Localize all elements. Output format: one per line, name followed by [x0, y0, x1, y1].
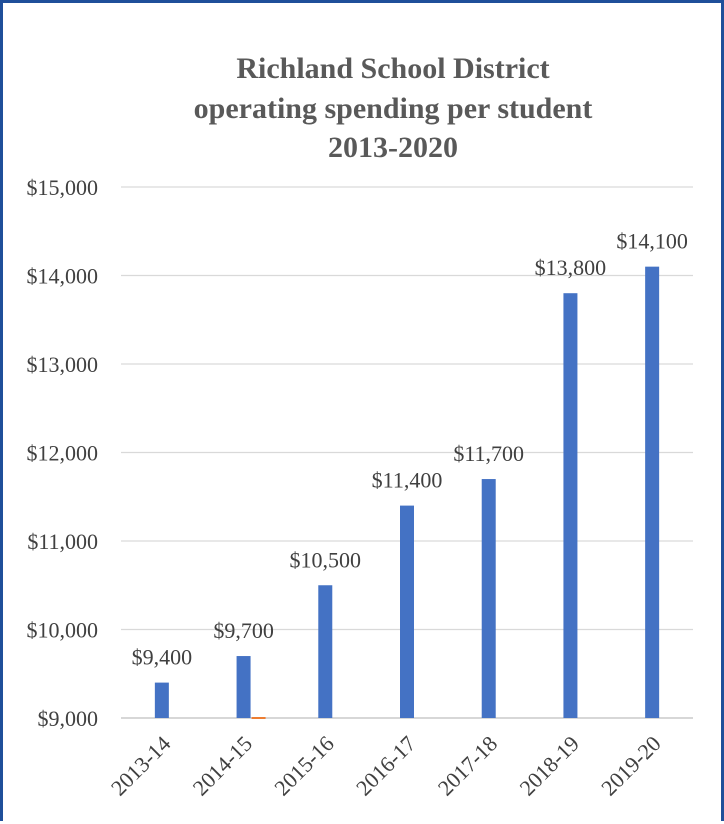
data-label: $9,700 [213, 618, 274, 643]
x-category-label: 2019-20 [596, 731, 666, 801]
x-category-label: 2016-17 [351, 731, 421, 801]
data-label: $14,100 [616, 229, 688, 254]
chart-svg: Richland School District operating spendi… [27, 52, 693, 801]
bar-2018-19 [563, 293, 578, 718]
chart-title: Richland School District operating spendi… [194, 52, 593, 164]
bar-2019-20 [645, 266, 660, 718]
y-tick-label: $11,000 [27, 529, 98, 554]
x-category-label: 2015-16 [269, 731, 339, 801]
bars [154, 266, 660, 719]
x-category-label: 2014-15 [188, 731, 258, 801]
secondary-bar [251, 717, 266, 719]
bar-2015-16 [318, 585, 333, 718]
y-tick-label: $13,000 [27, 352, 99, 377]
x-category-label: 2018-19 [514, 731, 584, 801]
y-tick-label: $9,000 [38, 706, 99, 731]
data-label: $11,700 [453, 441, 524, 466]
data-labels: $9,400 $9,700 $10,500 $11,400 $11,700 $13,800… [132, 229, 688, 670]
bar-2017-18 [481, 479, 496, 718]
x-axis-category-labels: 2013-14 2014-15 2015-16 2016-17 2017-18 2018-… [106, 731, 666, 801]
x-category-label: 2017-18 [433, 731, 503, 801]
data-label: $10,500 [290, 547, 362, 572]
y-tick-label: $15,000 [27, 175, 99, 200]
y-tick-label: $12,000 [27, 441, 99, 466]
data-label: $11,400 [372, 468, 443, 493]
x-category-label: 2013-14 [106, 731, 176, 801]
data-label: $13,800 [535, 255, 607, 280]
chart-title-line: Richland School District [236, 52, 549, 85]
bar-2014-15 [236, 656, 251, 718]
chart-title-line: operating spending per student [194, 92, 593, 125]
y-tick-label: $10,000 [27, 618, 99, 643]
data-label: $9,400 [132, 645, 193, 670]
y-tick-label: $14,000 [27, 264, 99, 289]
y-axis-tick-labels: $9,000 $10,000 $11,000 $12,000 $13,000 $14,00… [27, 175, 99, 731]
chart-title-line: 2013-2020 [328, 131, 458, 164]
bar-2016-17 [400, 505, 414, 718]
bar-2013-14 [154, 682, 169, 718]
